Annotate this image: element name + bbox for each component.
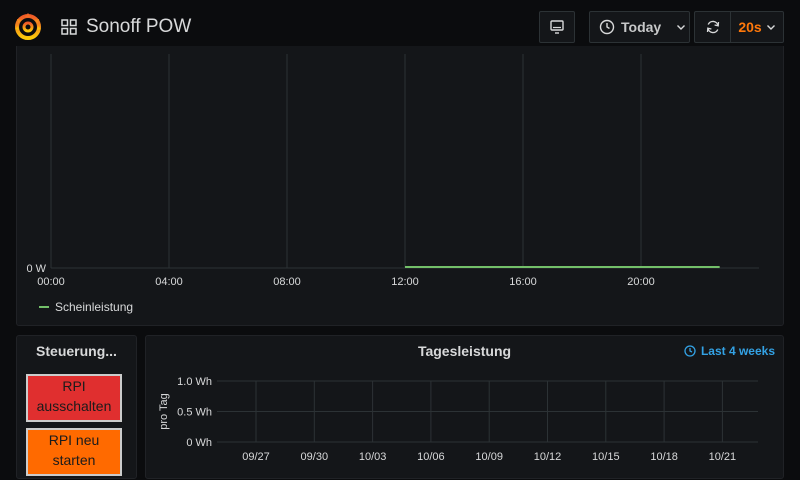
top-navbar: Sonoff POW Today 20s [0, 0, 800, 54]
x-tick-label: 12:00 [391, 276, 419, 288]
legend-label[interactable]: Scheinleistung [55, 300, 134, 314]
legend-swatch [39, 306, 49, 308]
y-axis-label: pro Tag [158, 393, 170, 430]
time-picker-button[interactable]: Today [589, 11, 690, 43]
rpi-shutdown-button[interactable]: RPI ausschalten [26, 374, 122, 422]
daily-energy-graph: 1.0 Wh 0.5 Wh 0 Wh 09/27 09/30 10/03 10/06 10/0… [158, 376, 758, 463]
y-tick-label: 1.0 Wh [177, 376, 212, 388]
power-legend: Scheinleistung [39, 300, 133, 314]
dashboard-grid-icon [61, 19, 77, 35]
power-graph: 00:00 04:00 08:00 12:00 16:00 20:00 0 W [26, 54, 759, 288]
x-tick-label: 08:00 [273, 276, 301, 288]
x-tick-label: 09/27 [242, 451, 270, 463]
refresh-interval-label: 20s [738, 19, 762, 35]
x-tick-label: 10/06 [417, 451, 445, 463]
x-tick-label: 10/12 [534, 451, 562, 463]
rpi-shutdown-line2: ausschalten [36, 398, 112, 414]
refresh-interval-picker[interactable]: 20s [730, 11, 784, 43]
rpi-restart-line1: RPI neu [48, 432, 100, 448]
chevron-down-icon [766, 25, 775, 30]
clock-icon [599, 19, 615, 35]
control-panel-title[interactable]: Steuerung... [36, 343, 117, 359]
x-tick-label: 10/15 [592, 451, 620, 463]
x-tick-label: 20:00 [627, 276, 655, 288]
tv-mode-button[interactable] [539, 11, 575, 43]
time-override-label: Last 4 weeks [700, 344, 775, 358]
x-tick-label: 16:00 [509, 276, 537, 288]
chevron-down-icon [677, 25, 686, 30]
y-tick-label: 0.5 Wh [177, 407, 212, 419]
daily-energy-panel: Tagesleistung Last 4 weeks 1.0 Wh 0.5 Wh 0… [145, 335, 784, 479]
x-tick-label: 00:00 [37, 276, 65, 288]
x-tick-label: 10/09 [475, 451, 503, 463]
x-tick-label: 04:00 [155, 276, 183, 288]
grafana-logo-icon[interactable] [13, 11, 43, 41]
power-graph-panel: 00:00 04:00 08:00 12:00 16:00 20:00 0 W Schein… [16, 46, 784, 326]
dashboard-title[interactable]: Sonoff POW [86, 16, 192, 37]
x-tick-label: 10/21 [709, 451, 737, 463]
monitor-icon [550, 20, 564, 34]
rpi-restart-line2: starten [52, 452, 96, 468]
clock-icon [684, 345, 696, 357]
x-tick-label: 10/03 [359, 451, 387, 463]
rpi-shutdown-line1: RPI [62, 378, 86, 394]
time-range-label: Today [621, 19, 662, 35]
daily-panel-title[interactable]: Tagesleistung [417, 343, 512, 359]
x-tick-label: 10/18 [650, 451, 678, 463]
x-tick-label: 09/30 [301, 451, 329, 463]
control-panel: Steuerung... RPI ausschalten RPI neu sta… [16, 335, 137, 479]
time-override-info: Last 4 weeks [684, 344, 775, 358]
refresh-icon [706, 20, 719, 34]
refresh-button[interactable] [694, 11, 730, 43]
y-tick-label: 0 W [26, 263, 46, 275]
y-tick-label: 0 Wh [186, 437, 212, 449]
rpi-restart-button[interactable]: RPI neu starten [26, 428, 122, 476]
